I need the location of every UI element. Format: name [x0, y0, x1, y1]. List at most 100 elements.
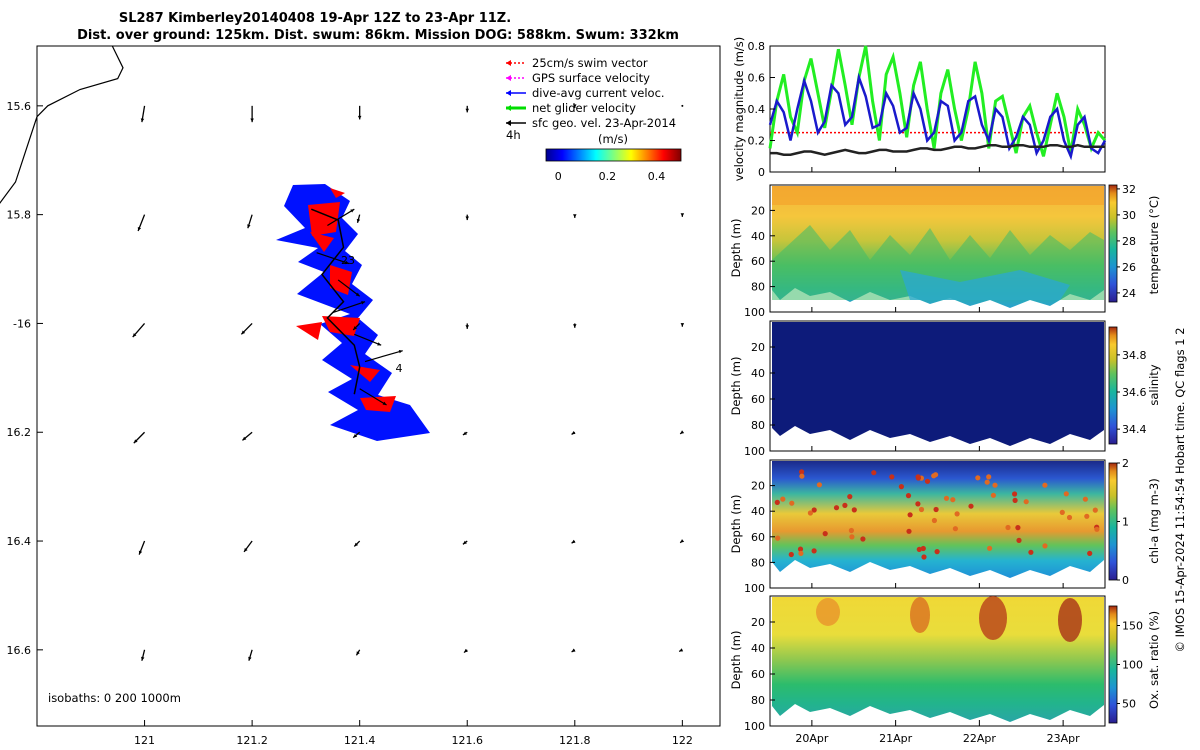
chla-dot: [1012, 497, 1018, 503]
chla-dot: [918, 506, 925, 513]
velocity-y-label: velocity magnitude (m/s): [732, 37, 746, 182]
oxygen-y-axis: 20 40 60 80 100: [744, 616, 775, 733]
chla-dot: [1082, 496, 1088, 502]
sal-y-tick-label: 60: [751, 393, 765, 406]
map-y-tick-label: 16.4: [7, 535, 32, 548]
legend-entry: dive-avg current veloc.: [506, 86, 665, 100]
temp-cbar-tick-label: 26: [1122, 261, 1136, 274]
chla-dot: [916, 546, 922, 553]
salinity-colorbar-ticks: 34.4 34.6 34.8: [1117, 349, 1147, 436]
oxygen-panel: 20 40 60 80 100 20Apr 21Apr 22Apr 23Apr Depth (…: [729, 595, 1161, 745]
sal-cbar-tick-label: 34.6: [1122, 386, 1147, 399]
time-x-tick-label: 21Apr: [879, 732, 913, 745]
speed-colorbar-ticks: 0 0.2 0.4: [555, 170, 665, 183]
chla-dot: [799, 469, 805, 475]
legend-entry: GPS surface velocity: [506, 71, 650, 85]
legend-entry: net glider velocity: [506, 101, 636, 115]
geo-vector: [573, 323, 577, 328]
chla-dot: [952, 526, 959, 532]
chla-dot: [849, 534, 855, 540]
chla-dot: [943, 495, 950, 501]
map-y-tick-label: 16.2: [7, 426, 32, 439]
ox-y-tick-label: 60: [751, 668, 765, 681]
chl-y-tick-label: 80: [751, 556, 765, 569]
chla-dot: [954, 511, 960, 517]
temperature-colorbar: [1108, 184, 1118, 303]
chla-dot: [816, 482, 823, 488]
red-swim-patch: [360, 396, 396, 412]
map-y-axis: 15.6 15.8 -16 16.2 16.4 16.6: [7, 100, 43, 657]
svg-text:25cm/s swim vector: 25cm/s swim vector: [532, 56, 648, 70]
geo-vector: [462, 431, 468, 436]
geo-vector: [465, 323, 469, 329]
geo-vector: [463, 648, 468, 654]
map-panel: 23 4 121 121.2 121.4 121.6 121.8 122 15.6 15.8…: [0, 45, 721, 747]
time-x-tick-label: 20Apr: [795, 732, 829, 745]
geo-vector: [356, 214, 361, 223]
sal-y-tick-label: 100: [744, 445, 765, 458]
geo-vector: [141, 649, 146, 661]
geo-vector: [250, 105, 254, 123]
map-x-tick-label: 121.6: [451, 734, 483, 747]
chla-dot: [1059, 509, 1065, 515]
chla-dot: [822, 531, 828, 537]
chla-dot: [780, 496, 786, 502]
map-x-tick-label: 121.2: [236, 734, 268, 747]
geo-vector: [681, 104, 684, 107]
salinity-colorbar-label: salinity: [1147, 364, 1161, 405]
velocity-y-tick-label: 0.4: [748, 103, 766, 116]
temp-y-tick-label: 60: [751, 255, 765, 268]
chla-dot: [848, 527, 855, 534]
coastline: [0, 45, 124, 204]
map-x-tick-label: 121.8: [559, 734, 591, 747]
map-y-tick-label: -16: [13, 317, 31, 330]
chla-dot: [1005, 524, 1011, 531]
temp-cbar-tick-label: 32: [1122, 183, 1136, 196]
red-swim-patch: [296, 322, 322, 340]
geo-vector: [571, 539, 576, 544]
ox-y-tick-label: 100: [744, 720, 765, 733]
figure-title-line1: SL287 Kimberley20140408 19-Apr 12Z to 23…: [119, 11, 511, 26]
temperature-cold-pool: [900, 270, 1070, 300]
salinity-panel: 20 40 60 80 100 Depth (m) 34.4 34.6 34.8 salin…: [729, 320, 1161, 458]
red-swim-patch: [330, 265, 352, 295]
chla-dot: [1094, 526, 1100, 532]
chla-dot: [797, 546, 804, 552]
svg-text:dive-avg current veloc.: dive-avg current veloc.: [532, 86, 665, 100]
glider-track: [311, 208, 361, 395]
ox-cbar-tick-label: 150: [1122, 620, 1143, 633]
velocity-y-tick-label: 0.8: [748, 40, 766, 53]
speed-colorbar-tick-label: 0.2: [599, 170, 617, 183]
glider-vector: [359, 388, 387, 406]
chla-dot: [1087, 550, 1093, 557]
map-y-tick-label: 16.6: [7, 644, 32, 657]
temp-y-tick-label: 100: [744, 306, 765, 319]
chla-dot: [871, 470, 877, 476]
chla-dot: [833, 505, 840, 511]
chla-panel: 20 40 60 80 100 Depth (m) 0 1 2 chl-a (mg m-3): [729, 457, 1161, 595]
salinity-field: [772, 322, 1104, 446]
chla-dot: [1028, 549, 1034, 555]
chla-dot: [992, 482, 998, 488]
chla-dot: [889, 474, 895, 480]
temperature-surface-layer: [772, 186, 1104, 205]
glider-vector: [327, 208, 355, 227]
time-x-tick-label: 22Apr: [963, 732, 997, 745]
chla-dot: [984, 479, 990, 485]
velocity-line: [768, 72, 1107, 161]
temperature-panel: 20 40 60 80 100 Depth (m) 24 26 28 30 32 tempera…: [729, 183, 1161, 319]
geo-vector: [357, 105, 362, 120]
legend-entry: 25cm/s swim vector: [506, 56, 648, 70]
legend-entry: sfc geo. vel. 23-Apr-2014: [506, 116, 676, 130]
chla-dot: [968, 503, 974, 509]
oxygen-x-axis: 20Apr 21Apr 22Apr 23Apr: [795, 720, 1080, 745]
geo-vector: [465, 214, 469, 221]
geo-vector: [138, 540, 146, 555]
chla-dot: [807, 510, 814, 516]
oxygen-field: [772, 597, 1104, 722]
chla-dot: [975, 475, 981, 481]
chla-colorbar-ticks: 0 1 2: [1117, 457, 1129, 587]
temp-y-tick-label: 40: [751, 230, 765, 243]
oxygen-colorbar-label: Ox. sat. ratio (%): [1147, 611, 1161, 709]
geo-vector: [140, 105, 146, 123]
